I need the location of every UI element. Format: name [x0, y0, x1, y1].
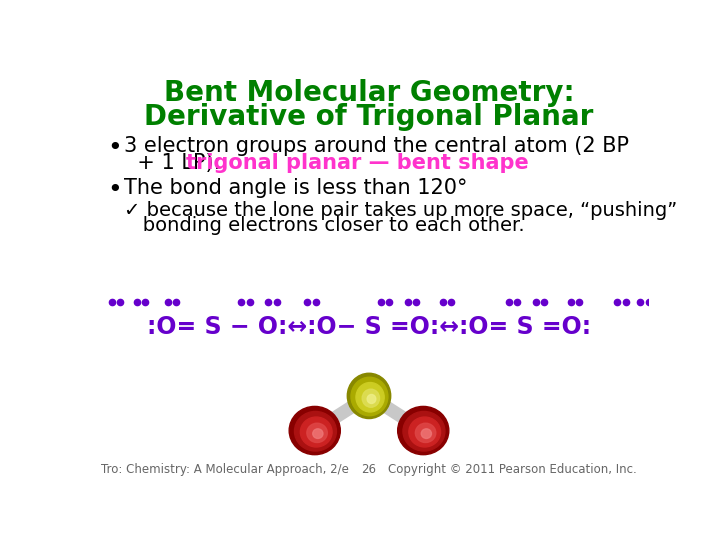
Text: trigonal planar — bent shape: trigonal planar — bent shape: [186, 153, 529, 173]
Ellipse shape: [403, 411, 445, 451]
Ellipse shape: [362, 389, 379, 407]
Ellipse shape: [367, 394, 376, 403]
Ellipse shape: [294, 411, 336, 451]
Text: Copyright © 2011 Pearson Education, Inc.: Copyright © 2011 Pearson Education, Inc.: [388, 463, 637, 476]
Text: The bond angle is less than 120°: The bond angle is less than 120°: [124, 178, 467, 198]
Text: Tro: Chemistry: A Molecular Approach, 2/e: Tro: Chemistry: A Molecular Approach, 2/…: [101, 463, 348, 476]
Text: Bent Molecular Geometry:: Bent Molecular Geometry:: [163, 79, 575, 107]
Text: 3 electron groups around the central atom (2 BP: 3 electron groups around the central ato…: [124, 136, 629, 156]
Ellipse shape: [300, 417, 332, 447]
Text: bonding electrons closer to each other.: bonding electrons closer to each other.: [124, 217, 525, 235]
Text: ✓ because the lone pair takes up more space, “pushing”: ✓ because the lone pair takes up more sp…: [124, 201, 678, 220]
Text: •: •: [107, 136, 122, 160]
Ellipse shape: [351, 377, 388, 416]
Ellipse shape: [307, 423, 328, 442]
Text: •: •: [107, 178, 122, 202]
Ellipse shape: [415, 423, 436, 442]
Ellipse shape: [421, 429, 431, 438]
Ellipse shape: [289, 407, 341, 455]
Ellipse shape: [397, 407, 449, 455]
Ellipse shape: [347, 373, 391, 418]
Text: :O= S − O:↔:O− S =O:↔:O= S =O:: :O= S − O:↔:O− S =O:↔:O= S =O:: [147, 315, 591, 339]
Text: Derivative of Trigonal Planar: Derivative of Trigonal Planar: [144, 103, 594, 131]
Ellipse shape: [356, 382, 384, 412]
Text: + 1 LP):: + 1 LP):: [124, 153, 228, 173]
Text: 26: 26: [361, 463, 377, 476]
Ellipse shape: [312, 429, 323, 438]
Ellipse shape: [409, 417, 441, 447]
